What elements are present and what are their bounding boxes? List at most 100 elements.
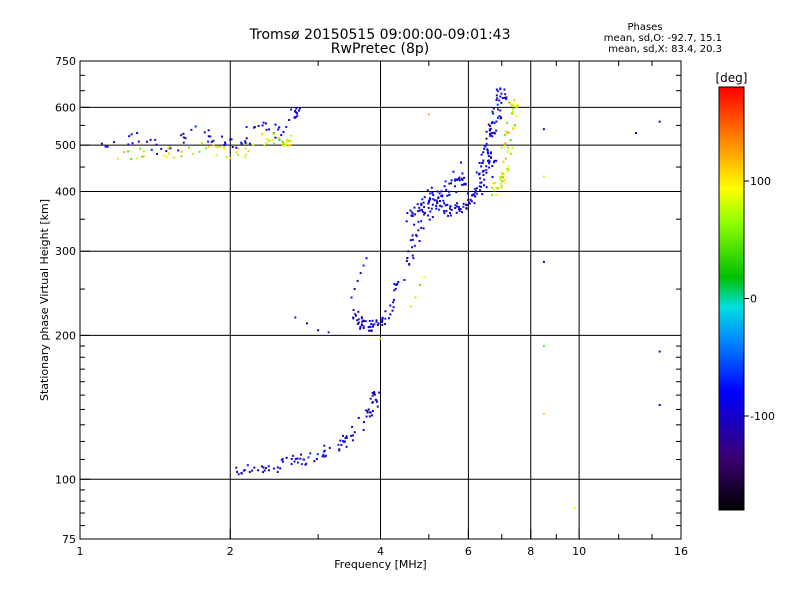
echo-point-o [268, 128, 271, 131]
echo-point-o [229, 138, 232, 141]
echo-point-o [182, 141, 185, 144]
echo-point-o [299, 453, 302, 456]
echo-point-x [167, 152, 170, 155]
echo-point-o [480, 185, 483, 188]
echo-point-o [290, 457, 293, 460]
echo-point-o [342, 440, 345, 443]
echo-point-x [142, 150, 145, 153]
echo-point-o [376, 324, 379, 327]
echo-point-o [457, 205, 460, 208]
echo-point-o [421, 210, 424, 213]
echo-point-o [362, 421, 365, 424]
echo-point-o [431, 191, 434, 194]
echo-point-o [365, 415, 368, 418]
echo-point-o [475, 187, 478, 190]
echo-point-o [127, 143, 130, 146]
echo-point-o [461, 183, 464, 186]
echo-point-o [364, 320, 367, 323]
echo-point-o [471, 194, 474, 197]
echo-point-o [384, 310, 387, 313]
echo-point-x [512, 103, 515, 106]
echo-point-o [253, 126, 256, 129]
echo-point-o [427, 201, 430, 204]
echo-point-o [448, 194, 451, 197]
echo-point-o [257, 469, 260, 472]
echo-point-o [427, 206, 430, 209]
echo-point-o [323, 444, 326, 447]
echo-point-o [351, 439, 354, 442]
echo-point-o [396, 282, 399, 285]
echo-point-o [231, 146, 234, 149]
echo-point-o [276, 466, 279, 469]
echo-point-o [236, 470, 239, 473]
echo-point-o [445, 209, 448, 212]
echo-point-o [421, 198, 424, 201]
echo-point-o [392, 298, 395, 301]
echo-point-o [375, 319, 378, 322]
echo-point-o [253, 466, 256, 469]
echo-point-o [371, 414, 374, 417]
echo-point-o [483, 178, 486, 181]
echo-point-o [423, 206, 426, 209]
echo-point-o [263, 469, 266, 472]
echo-point-x [515, 106, 518, 109]
echo-point-o [460, 161, 463, 164]
echo-point-o [365, 409, 368, 412]
echo-point-o [437, 208, 440, 211]
echo-point-o [458, 210, 461, 213]
echo-point-o [131, 142, 134, 145]
echo-point-o [542, 260, 545, 263]
echo-point-o [264, 122, 267, 125]
echo-point-x [130, 157, 133, 160]
echo-point-o [279, 467, 282, 470]
echo-point-o [413, 244, 416, 247]
chart-title: Tromsø 20150515 09:00:00-09:01:43 [249, 27, 511, 43]
echo-point-o [373, 393, 376, 396]
echo-point-o [462, 205, 465, 208]
echo-point-x [198, 150, 201, 153]
echo-point-o [262, 466, 265, 469]
echo-point-x [513, 100, 516, 103]
echo-point-o [470, 200, 473, 203]
echo-point-x [513, 99, 516, 102]
echo-point-o [338, 448, 341, 451]
echo-point-o [658, 120, 661, 123]
echo-point-o [486, 149, 489, 152]
echo-point-o [504, 98, 507, 101]
echo-point-o [267, 465, 270, 468]
echo-point-o [411, 212, 414, 215]
echo-point-o [221, 135, 224, 138]
echo-point-x [173, 156, 176, 159]
echo-point-x [512, 104, 515, 107]
echo-point-x [503, 178, 506, 181]
echo-point-o [417, 229, 420, 232]
echo-point-x [212, 144, 215, 147]
echo-point-o [493, 132, 496, 135]
echo-point-o [356, 279, 359, 282]
echo-point-o [423, 213, 426, 216]
echo-point-x [500, 186, 503, 189]
echo-point-x [252, 143, 255, 146]
echo-point-o [378, 391, 381, 394]
echo-point-x [246, 142, 249, 145]
echo-point-o [474, 187, 477, 190]
echo-point-o [443, 202, 446, 205]
echo-point-o [278, 126, 281, 129]
echo-point-x [502, 160, 505, 163]
echo-point-o [285, 456, 288, 459]
echo-point-o [453, 179, 456, 182]
echo-point-o [354, 313, 357, 316]
echo-point-o [488, 128, 491, 131]
echo-point-x [216, 145, 219, 148]
echo-point-o [460, 177, 463, 180]
echo-point-o [323, 455, 326, 458]
echo-point-o [352, 309, 355, 312]
echo-point-o [500, 101, 503, 104]
y-tick-label: 400 [55, 185, 76, 198]
echo-point-x [505, 131, 508, 134]
echo-point-o [419, 209, 422, 212]
echo-point-o [658, 350, 661, 353]
echo-point-o [458, 176, 461, 179]
echo-point-x [139, 147, 142, 150]
echo-point-o [207, 129, 210, 132]
